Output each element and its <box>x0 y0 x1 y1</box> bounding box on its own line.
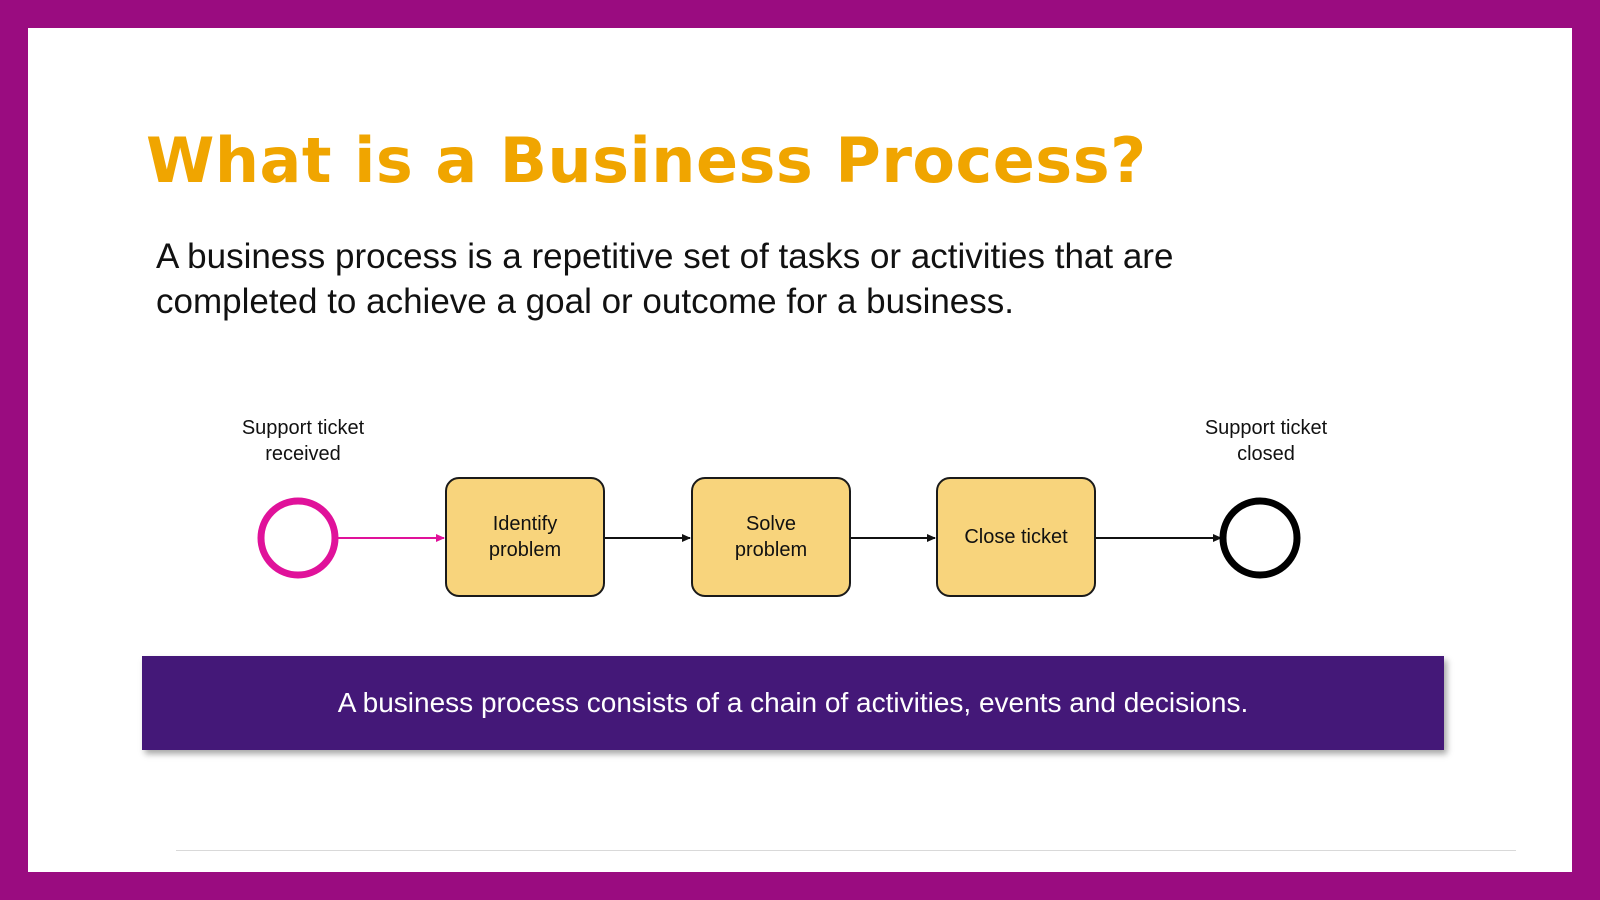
task-label-line-2: problem <box>734 539 808 561</box>
start-event-label-line-2: received <box>265 443 341 465</box>
end-event-label: Support ticket closed <box>1171 415 1361 467</box>
task-label-line-1: Solve <box>745 513 796 535</box>
task-label-line-1: Close ticket <box>964 526 1068 548</box>
footer-divider <box>176 850 1516 851</box>
end-event-label-line-2: closed <box>1237 443 1295 465</box>
start-event-label: Support ticket received <box>208 415 398 467</box>
task-label-line-1: Identify <box>492 513 558 535</box>
intro-text: A business process is a repetitive set o… <box>156 237 1174 321</box>
summary-banner-text: A business process consists of a chain o… <box>337 687 1249 718</box>
summary-banner: A business process consists of a chain o… <box>142 656 1444 750</box>
task-close-ticket: Close ticket <box>936 477 1096 597</box>
task-solve-problem: Solve problem <box>691 477 851 597</box>
process-diagram <box>257 497 1301 579</box>
end-event-circle <box>1219 497 1301 579</box>
start-event-label-line-1: Support ticket <box>241 417 365 439</box>
end-event-label-line-1: Support ticket <box>1204 417 1328 439</box>
start-event-circle <box>257 497 339 579</box>
page-title: What is a Business Process? <box>146 124 1147 197</box>
task-identify-problem: Identify problem <box>445 477 605 597</box>
slide: What is a Business Process? A business p… <box>28 28 1572 872</box>
task-label-line-2: problem <box>488 539 562 561</box>
